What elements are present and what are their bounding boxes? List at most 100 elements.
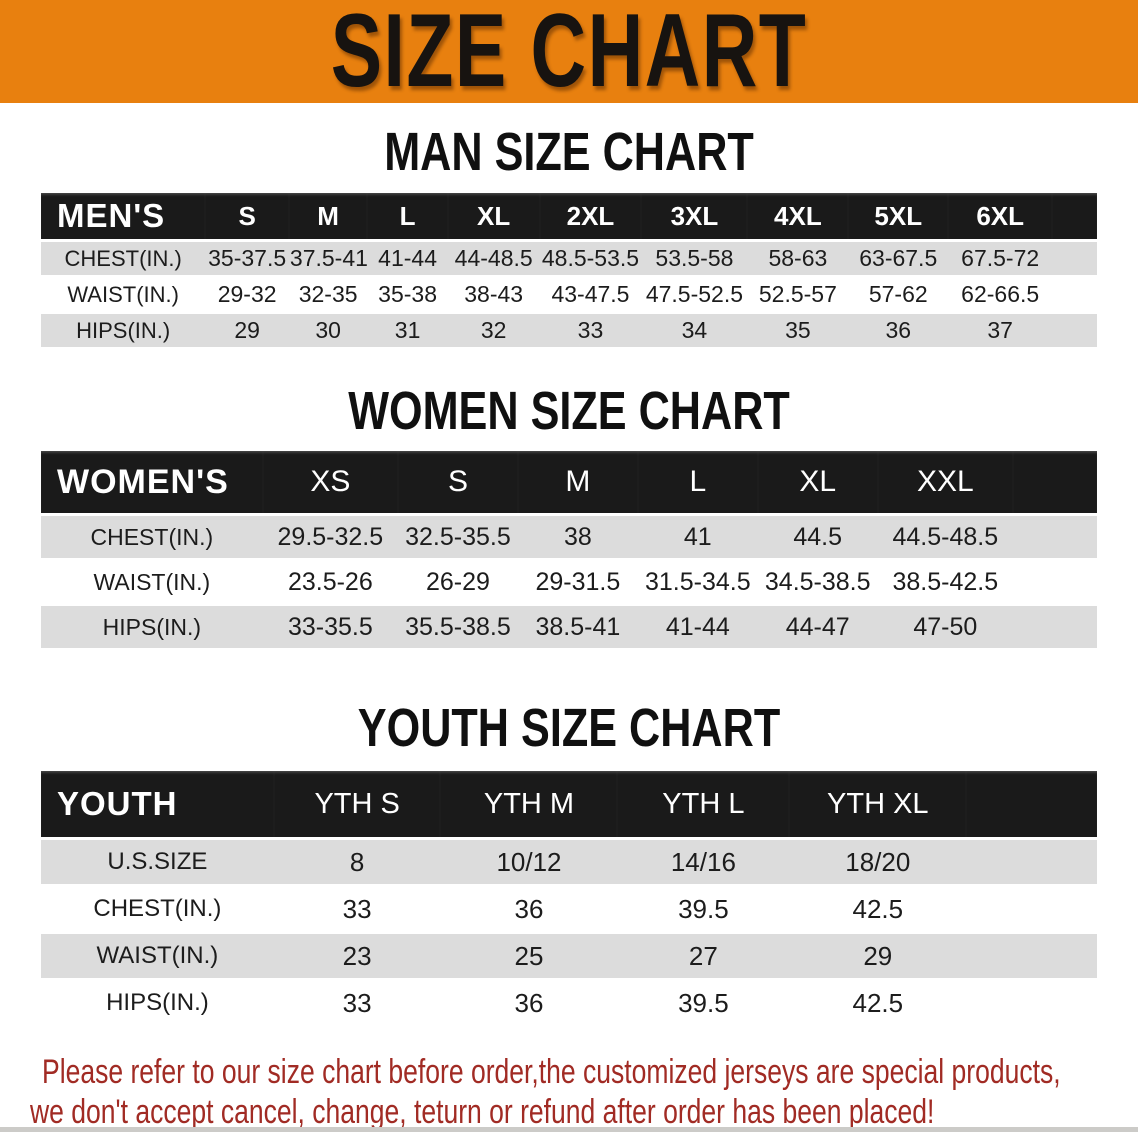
disclaimer-line-2: we don't accept cancel, change, teturn o… <box>30 1093 935 1131</box>
row-filler-cell <box>1052 242 1097 275</box>
size-column-header: 5XL <box>848 193 949 239</box>
size-value-cell: 25 <box>440 934 618 978</box>
header-filler-cell <box>966 771 1097 837</box>
youth-size-chart-heading: YOUTH SIZE CHART <box>357 698 781 758</box>
size-value-cell: 27 <box>617 934 790 978</box>
size-value-cell: 38-43 <box>447 278 540 311</box>
measurement-row: HIPS(IN.) 29 30 31 32 33 34 35 36 37 <box>41 314 1097 347</box>
size-column-header: 2XL <box>539 193 642 239</box>
size-column-header: M <box>288 193 368 239</box>
size-value-cell: 37 <box>948 314 1053 347</box>
row-label: CHEST(IN.) <box>41 516 263 558</box>
size-value-cell: 31 <box>367 314 448 347</box>
size-value-cell: 35.5-38.5 <box>397 606 518 648</box>
size-column-header: 6XL <box>948 193 1053 239</box>
size-value-cell: 32 <box>447 314 540 347</box>
size-column-header: XXL <box>877 451 1013 513</box>
disclaimer-line-1: Please refer to our size chart before or… <box>42 1053 1061 1091</box>
row-label: WAIST(IN.) <box>41 278 206 311</box>
size-value-cell: 48.5-53.5 <box>539 242 642 275</box>
size-value-cell: 52.5-57 <box>747 278 849 311</box>
row-label: CHEST(IN.) <box>41 242 206 275</box>
size-column-header: M <box>517 451 638 513</box>
size-value-cell: 42.5 <box>789 887 967 931</box>
measurement-row: HIPS(IN.) 33-35.5 35.5-38.5 38.5-41 41-44 44-… <box>41 606 1097 648</box>
size-column-header: XS <box>262 451 398 513</box>
row-label: CHEST(IN.) <box>41 887 274 931</box>
size-value-cell: 41-44 <box>637 606 758 648</box>
size-value-cell: 14/16 <box>617 840 790 884</box>
size-value-cell: 32.5-35.5 <box>397 516 518 558</box>
size-value-cell: 57-62 <box>848 278 949 311</box>
size-value-cell: 41-44 <box>367 242 448 275</box>
size-column-header: YTH L <box>617 771 790 837</box>
size-column-header: S <box>205 193 289 239</box>
size-value-cell: 62-66.5 <box>948 278 1053 311</box>
size-value-cell: 23.5-26 <box>262 561 398 603</box>
size-value-cell: 44-47 <box>757 606 878 648</box>
row-label: HIPS(IN.) <box>41 981 274 1025</box>
measurement-row: U.S.SIZE 8 10/12 14/16 18/20 <box>41 840 1097 884</box>
size-column-header: XL <box>757 451 878 513</box>
size-value-cell: 37.5-41 <box>288 242 368 275</box>
man-size-section: MAN SIZE CHART MEN'S S M L XL 2XL 3XL 4XL 5XL 6XL… <box>0 122 1138 350</box>
women-size-chart-heading: WOMEN SIZE CHART <box>348 381 790 441</box>
size-value-cell: 33-35.5 <box>262 606 398 648</box>
women-size-table: WOMEN'S XS S M L XL XXL CHEST(IN.) 29.5-32.5 32.5… <box>41 448 1097 651</box>
size-value-cell: 33 <box>273 981 441 1025</box>
size-chart-banner: SIZE CHART <box>0 0 1138 103</box>
size-column-header: YTH S <box>273 771 441 837</box>
man-size-chart-heading: MAN SIZE CHART <box>384 122 754 182</box>
size-value-cell: 41 <box>637 516 758 558</box>
row-filler-cell <box>966 934 1097 978</box>
size-value-cell: 38 <box>517 516 638 558</box>
size-value-cell: 29.5-32.5 <box>262 516 398 558</box>
row-filler-cell <box>1012 516 1097 558</box>
measurement-row: CHEST(IN.) 35-37.5 37.5-41 41-44 44-48.5 48.5… <box>41 242 1097 275</box>
size-value-cell: 67.5-72 <box>948 242 1053 275</box>
size-column-header: 4XL <box>747 193 849 239</box>
row-label: WAIST(IN.) <box>41 934 274 978</box>
size-value-cell: 8 <box>273 840 441 884</box>
page-title-text: SIZE CHART <box>330 0 808 109</box>
size-value-cell: 35 <box>747 314 849 347</box>
row-filler-cell <box>966 887 1097 931</box>
women-size-section: WOMEN SIZE CHART WOMEN'S XS S M L XL XXL CHEST(… <box>0 381 1138 651</box>
measurement-row: WAIST(IN.) 23.5-26 26-29 29-31.5 31.5-34.5 34… <box>41 561 1097 603</box>
size-value-cell: 31.5-34.5 <box>637 561 758 603</box>
measurement-row: HIPS(IN.) 33 36 39.5 42.5 <box>41 981 1097 1025</box>
size-value-cell: 35-37.5 <box>205 242 289 275</box>
size-value-cell: 29-32 <box>205 278 289 311</box>
size-value-cell: 39.5 <box>617 981 790 1025</box>
size-column-header: L <box>367 193 448 239</box>
size-value-cell: 47.5-52.5 <box>641 278 748 311</box>
size-value-cell: 32-35 <box>288 278 368 311</box>
size-value-cell: 38.5-42.5 <box>877 561 1013 603</box>
size-column-header: XL <box>447 193 540 239</box>
size-value-cell: 36 <box>848 314 949 347</box>
row-label: HIPS(IN.) <box>41 314 206 347</box>
size-value-cell: 29 <box>205 314 289 347</box>
size-value-cell: 33 <box>539 314 642 347</box>
youth-size-section: YOUTH SIZE CHART YOUTH YTH S YTH M YTH L YTH… <box>0 698 1138 1028</box>
row-filler-cell <box>966 840 1097 884</box>
measurement-row: CHEST(IN.) 29.5-32.5 32.5-35.5 38 41 44.5 44.5… <box>41 516 1097 558</box>
size-value-cell: 53.5-58 <box>641 242 748 275</box>
table-header-label: YOUTH <box>41 771 274 837</box>
table-header-label: MEN'S <box>41 193 206 239</box>
row-filler-cell <box>1012 606 1097 648</box>
size-value-cell: 44-48.5 <box>447 242 540 275</box>
row-filler-cell <box>1012 561 1097 603</box>
size-value-cell: 35-38 <box>367 278 448 311</box>
size-value-cell: 23 <box>273 934 441 978</box>
size-value-cell: 42.5 <box>789 981 967 1025</box>
size-value-cell: 36 <box>440 981 618 1025</box>
measurement-row: CHEST(IN.) 33 36 39.5 42.5 <box>41 887 1097 931</box>
header-filler-cell <box>1012 451 1097 513</box>
size-value-cell: 18/20 <box>789 840 967 884</box>
size-column-header: 3XL <box>641 193 748 239</box>
size-value-cell: 44.5 <box>757 516 878 558</box>
page-title: SIZE CHART <box>247 0 891 103</box>
size-value-cell: 29-31.5 <box>517 561 638 603</box>
disclaimer: Please refer to our size chart before or… <box>30 1052 1138 1132</box>
